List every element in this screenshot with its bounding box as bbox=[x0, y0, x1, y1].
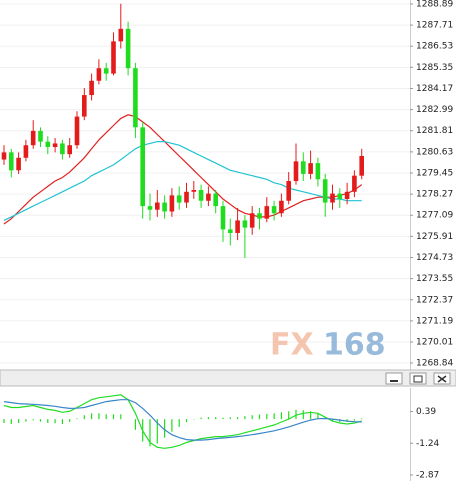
candle-body bbox=[352, 175, 357, 192]
candle-body bbox=[89, 80, 94, 96]
candle-body bbox=[162, 202, 167, 212]
candle-body bbox=[45, 141, 51, 148]
candle-body bbox=[133, 68, 138, 128]
y-tick-label: -2.87 bbox=[416, 470, 439, 480]
candle-body bbox=[315, 163, 321, 180]
candle-body bbox=[249, 213, 255, 228]
y-tick-label: 1272.37 bbox=[416, 295, 453, 305]
y-tick-label: 1284.17 bbox=[416, 84, 453, 94]
candle-body bbox=[235, 220, 240, 233]
minimize-button[interactable] bbox=[385, 372, 403, 385]
candle-body bbox=[220, 206, 226, 230]
candle-body bbox=[271, 206, 277, 214]
candle-body bbox=[23, 145, 29, 158]
line bbox=[3, 394, 362, 449]
panel-separator bbox=[0, 369, 456, 387]
line bbox=[3, 399, 362, 441]
candle-body bbox=[67, 145, 72, 155]
y-tick-label: 1274.73 bbox=[416, 253, 453, 263]
candle-body bbox=[228, 229, 233, 233]
line bbox=[3, 114, 363, 225]
candle-body bbox=[279, 200, 284, 214]
y-tick-label: 1281.81 bbox=[416, 126, 453, 136]
y-tick-label: 1275.91 bbox=[416, 232, 453, 242]
candle-body bbox=[30, 130, 36, 146]
candle-body bbox=[264, 206, 270, 219]
y-tick-label: 1277.09 bbox=[416, 211, 453, 221]
window-buttons[interactable] bbox=[385, 372, 451, 385]
y-tick-label: 1278.27 bbox=[416, 190, 453, 200]
candle-body bbox=[242, 220, 248, 228]
candle-body bbox=[213, 193, 218, 207]
candle-body bbox=[118, 28, 124, 42]
candle-body bbox=[103, 68, 109, 74]
candle-body bbox=[155, 202, 160, 210]
candle-body bbox=[330, 193, 335, 203]
watermark-left: FX bbox=[270, 328, 314, 363]
y-tick-label: 1285.35 bbox=[416, 63, 453, 73]
y-tick-label: 1288.89 bbox=[416, 0, 453, 9]
maximize-icon bbox=[413, 375, 423, 383]
candle-body bbox=[16, 157, 21, 171]
candle-body bbox=[176, 195, 182, 203]
candle-body bbox=[191, 189, 197, 192]
candle-body bbox=[140, 127, 145, 207]
candle-body bbox=[198, 189, 204, 201]
candle-body bbox=[359, 155, 364, 176]
y-tick-label: 1286.53 bbox=[416, 42, 453, 52]
y-tick-label: 1271.19 bbox=[416, 316, 453, 326]
candle-body bbox=[38, 130, 43, 142]
candle-body bbox=[344, 191, 350, 199]
watermark-right: 168 bbox=[323, 328, 386, 363]
y-tick-label: 1268.84 bbox=[416, 358, 453, 368]
candle-body bbox=[169, 195, 175, 212]
candle-body bbox=[293, 161, 299, 182]
candle-body bbox=[9, 152, 14, 171]
y-tick-label: 1270.01 bbox=[416, 338, 453, 348]
y-tick-label: 1279.45 bbox=[416, 168, 453, 178]
candle-body bbox=[1, 152, 7, 160]
candle-body bbox=[301, 161, 306, 174]
candle-body bbox=[74, 116, 80, 146]
candle-body bbox=[52, 143, 58, 148]
candle-body bbox=[125, 28, 131, 69]
candle-body bbox=[257, 213, 262, 219]
candle-body bbox=[147, 206, 153, 210]
y-tick-label: 1287.71 bbox=[416, 21, 453, 31]
candle-body bbox=[184, 191, 189, 203]
line bbox=[3, 141, 362, 221]
candle-body bbox=[206, 193, 211, 201]
candle-body bbox=[82, 95, 87, 117]
candle-body bbox=[96, 68, 102, 81]
candle-body bbox=[322, 179, 328, 203]
maximize-button[interactable] bbox=[409, 372, 427, 385]
candle-body bbox=[286, 181, 291, 201]
y-tick-label: 1280.63 bbox=[416, 147, 453, 157]
y-tick-label: 0.39 bbox=[416, 407, 436, 417]
candle-body bbox=[60, 143, 65, 155]
candle-body bbox=[308, 163, 313, 174]
y-tick-label: 1282.99 bbox=[416, 105, 453, 115]
close-icon bbox=[437, 375, 447, 383]
y-tick-label: -1.24 bbox=[416, 439, 440, 449]
candle-body bbox=[111, 41, 116, 74]
y-tick-label: 1273.55 bbox=[416, 274, 453, 284]
candle-body bbox=[337, 193, 343, 199]
